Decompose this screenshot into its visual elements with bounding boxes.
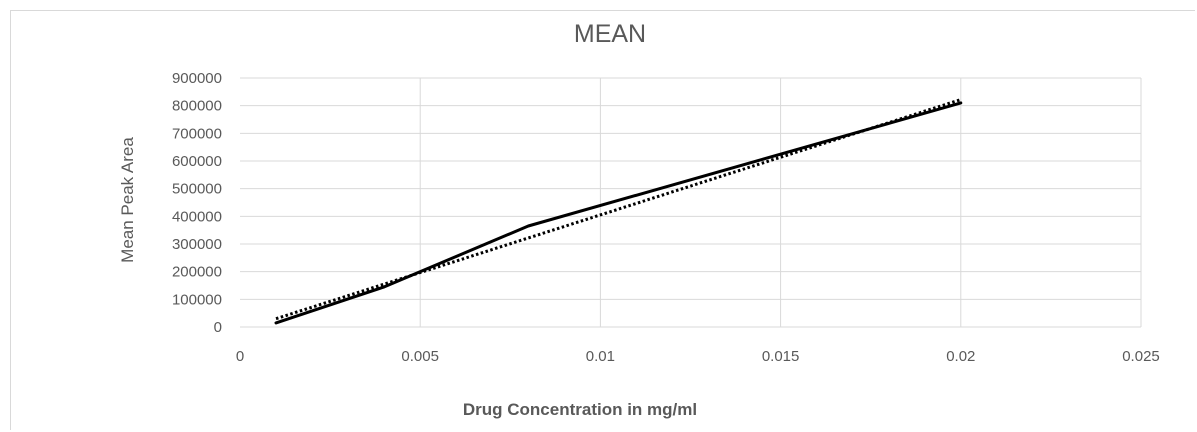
gridlines: [240, 77, 1142, 327]
y-axis-ticks: 0 100000 200000 300000 400000 500000 600000 700…: [172, 70, 222, 336]
x-tick-label: 0.005: [401, 348, 439, 365]
series-line-mean: [274, 101, 963, 325]
y-tick-label: 800000: [172, 98, 222, 115]
x-tick-label: 0.015: [762, 348, 800, 365]
x-axis-ticks: 0 0.005 0.01 0.015 0.02 0.025: [236, 348, 1160, 365]
trendline-dotted: [275, 98, 962, 321]
y-tick-label: 600000: [172, 153, 222, 170]
y-tick-label: 100000: [172, 291, 222, 308]
chart-title: MEAN: [574, 20, 646, 48]
y-tick-label: 900000: [172, 70, 222, 87]
x-tick-label: 0.02: [946, 348, 975, 365]
x-tick-label: 0.025: [1122, 348, 1160, 365]
x-tick-label: 0: [236, 348, 244, 365]
y-axis-label: Mean Peak Area: [118, 137, 137, 263]
y-tick-label: 400000: [172, 208, 222, 225]
y-tick-label: 0: [214, 319, 222, 336]
x-axis-label: Drug Concentration in mg/ml: [463, 400, 697, 419]
data-series: [274, 98, 963, 325]
chart-frame: [10, 10, 1195, 430]
y-tick-label: 200000: [172, 264, 222, 281]
y-tick-label: 700000: [172, 125, 222, 142]
y-tick-label: 300000: [172, 236, 222, 253]
y-tick-label: 500000: [172, 181, 222, 198]
x-tick-label: 0.01: [586, 348, 615, 365]
